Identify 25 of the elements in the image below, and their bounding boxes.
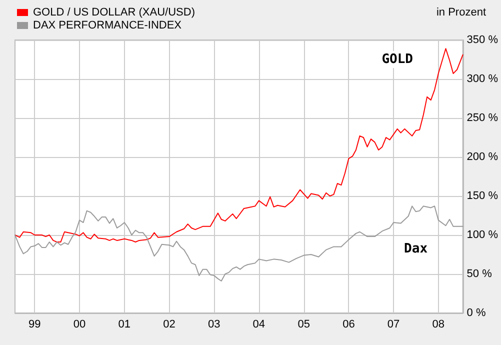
y-tick-label: 250 % [466,112,498,124]
line-series [14,206,464,282]
x-tick-label: 07 [387,318,400,330]
y-tick-label: 150 % [466,190,498,202]
y-tick-label: 200 % [466,151,498,163]
y-tick-label: 100 % [466,229,498,241]
y-tick-label: 50 % [466,268,492,280]
y-axis-title: in Prozent [436,6,486,18]
annotation: GOLD [382,52,414,67]
x-tick-label: 08 [432,318,444,330]
y-tick-label: 350 % [466,34,498,46]
annotation: Dax [404,242,428,257]
x-tick-label: 01 [118,318,131,330]
x-tick-label: 00 [73,318,86,330]
x-tick-label: 02 [163,318,176,330]
x-tick-label: 05 [298,318,310,330]
y-tick-label: 0 % [466,307,486,319]
line-series [14,48,464,243]
x-tick-label: 04 [252,318,266,330]
x-tick-label: 06 [342,318,355,330]
y-tick-label: 300 % [466,73,498,85]
x-tick-label: 03 [208,318,220,330]
legend-label: GOLD / US DOLLAR (XAU/USD) [33,6,195,18]
legend-label: DAX PERFORMANCE-INDEX [33,20,182,32]
x-tick-label: 99 [28,318,41,330]
